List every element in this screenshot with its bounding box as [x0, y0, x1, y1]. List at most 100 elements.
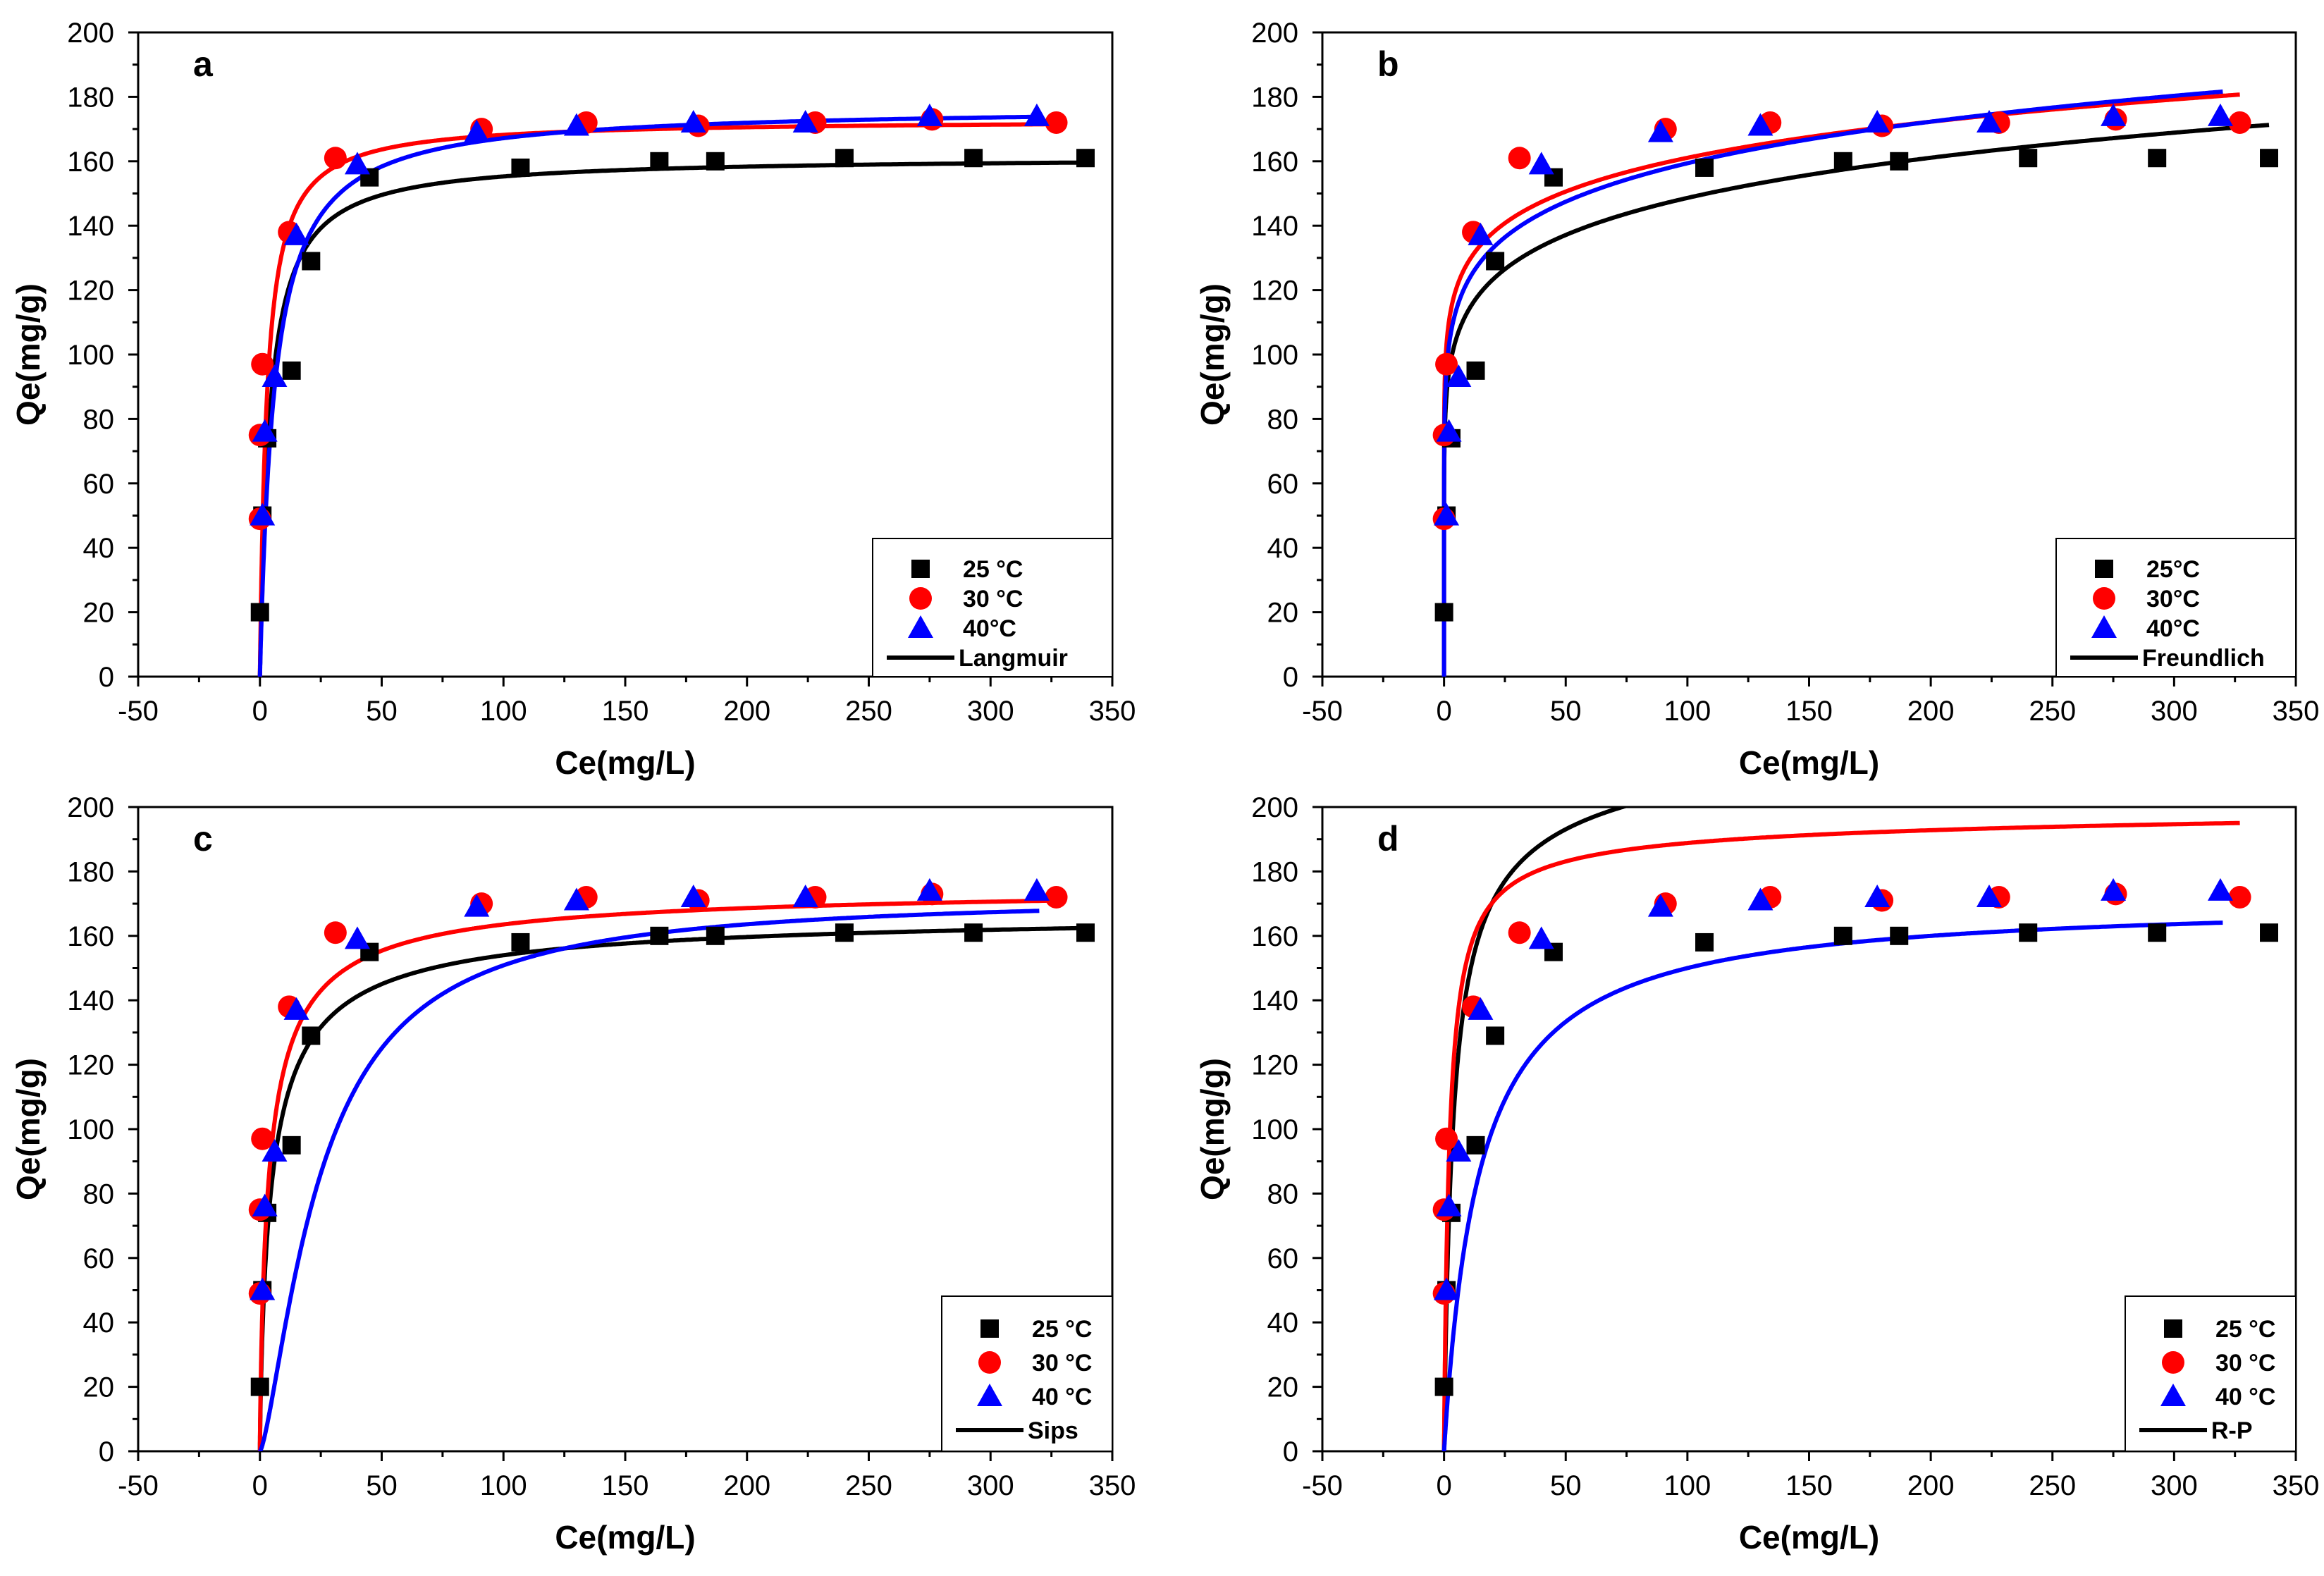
- data-point: [282, 361, 301, 380]
- data-point: [1045, 885, 1068, 909]
- data-point: [464, 894, 490, 917]
- fit-curve-1: [1441, 820, 2240, 1451]
- data-point: [1466, 1135, 1485, 1155]
- series-2: [250, 103, 1050, 526]
- data-point: [1468, 997, 1494, 1020]
- legend-label-3: R-P: [2211, 1417, 2253, 1444]
- data-point: [511, 158, 530, 177]
- data-point: [2101, 103, 2127, 126]
- x-tick-label: 50: [366, 1470, 398, 1501]
- y-tick-label: 120: [67, 1050, 114, 1081]
- x-tick-label: 150: [602, 1470, 649, 1501]
- y-tick-label: 180: [1251, 856, 1298, 887]
- y-tick-label: 40: [1267, 1307, 1299, 1338]
- x-tick-label: 250: [2029, 696, 2076, 727]
- data-point: [1045, 111, 1068, 134]
- y-tick-label: 200: [1251, 792, 1298, 823]
- data-point: [1076, 923, 1095, 942]
- legend-label-0: 25°C: [2146, 556, 2200, 583]
- y-tick-label: 100: [1251, 1114, 1298, 1145]
- y-tick-label: 60: [83, 469, 115, 500]
- data-point: [2019, 923, 2038, 942]
- data-point: [2260, 923, 2279, 942]
- y-axis-label: Qe(mg/g): [1194, 1058, 1231, 1200]
- data-point: [1466, 361, 1485, 380]
- y-tick-label: 80: [83, 1178, 115, 1209]
- data-point: [1486, 1026, 1505, 1045]
- data-point: [964, 923, 983, 942]
- x-tick-label: 350: [2273, 1470, 2320, 1501]
- legend-marker-1: [2093, 587, 2115, 610]
- legend-label-3: Freundlich: [2142, 645, 2265, 672]
- fit-curves: [1441, 807, 2240, 1451]
- data-point: [2228, 111, 2251, 134]
- x-tick-label: 0: [252, 696, 268, 727]
- data-point: [835, 149, 854, 168]
- x-tick-label: 250: [2029, 1470, 2076, 1501]
- data-point: [1434, 503, 1460, 526]
- series-0: [250, 149, 1095, 622]
- legend-label-2: 40°C: [963, 615, 1016, 642]
- y-tick-label: 100: [67, 340, 114, 371]
- data-point: [1023, 878, 1050, 901]
- data-point: [706, 152, 725, 171]
- data-point: [680, 109, 706, 133]
- series-2: [1434, 103, 2233, 526]
- y-tick-label: 0: [99, 662, 114, 693]
- x-tick-label: 0: [1437, 1470, 1452, 1501]
- chart-panel-a: -50 0 50 100 150 200 250 300 3500204060801001201…: [10, 18, 1136, 781]
- x-tick-label: 250: [845, 1470, 892, 1501]
- x-tick-label: 150: [602, 696, 649, 727]
- x-tick-label: 200: [1907, 1470, 1955, 1501]
- legend-label-0: 25 °C: [963, 556, 1023, 583]
- data-point: [1528, 926, 1554, 949]
- x-tick-label: 350: [1089, 1470, 1136, 1501]
- data-point: [650, 926, 669, 945]
- y-tick-label: 140: [1251, 211, 1298, 242]
- data-point: [1436, 419, 1462, 442]
- fit-curve-0: [257, 925, 1086, 1451]
- data-point: [324, 921, 347, 944]
- data-point: [302, 252, 321, 271]
- legend-label-3: Langmuir: [959, 645, 1068, 672]
- y-axis-label: Qe(mg/g): [10, 283, 47, 426]
- data-point: [1890, 152, 1909, 171]
- data-point: [2260, 149, 2279, 168]
- data-point: [1486, 252, 1505, 271]
- x-tick-label: -50: [1302, 696, 1343, 727]
- data-point: [1435, 1127, 1458, 1150]
- data-point: [1695, 158, 1714, 177]
- data-point: [792, 884, 818, 907]
- x-tick-label: 350: [2273, 696, 2320, 727]
- legend: 25°C 30°C 40°C Freundlich: [2055, 538, 2297, 677]
- y-tick-label: 100: [1251, 340, 1298, 371]
- x-tick-label: -50: [1302, 1470, 1343, 1501]
- y-tick-label: 200: [67, 18, 114, 49]
- data-point: [916, 103, 942, 126]
- y-tick-label: 120: [67, 276, 114, 307]
- y-tick-label: 120: [1251, 276, 1298, 307]
- data-point: [1446, 364, 1472, 387]
- series-2: [1434, 878, 2233, 1300]
- data-point: [344, 152, 370, 175]
- data-point: [2101, 878, 2127, 901]
- legend-label-2: 40 °C: [1032, 1384, 1092, 1410]
- fit-curve-2: [257, 909, 1040, 1451]
- data-point: [2207, 878, 2233, 901]
- chart-panel-c: -50 0 50 100 150 200 250 300 3500204060801001201…: [10, 792, 1136, 1556]
- y-tick-label: 60: [1267, 1243, 1299, 1274]
- y-tick-label: 20: [1267, 598, 1299, 629]
- data-point: [302, 1026, 321, 1045]
- x-tick-label: 50: [366, 696, 398, 727]
- x-tick-label: 100: [1664, 696, 1711, 727]
- data-point: [250, 1377, 269, 1396]
- legend-marker-2: [908, 615, 933, 638]
- legend-marker-0: [2164, 1319, 2182, 1338]
- legend-label-0: 25 °C: [2215, 1316, 2275, 1343]
- y-tick-label: 0: [1283, 662, 1298, 693]
- data-point: [1976, 884, 2002, 907]
- y-tick-label: 140: [67, 985, 114, 1016]
- x-tick-label: 100: [480, 696, 527, 727]
- data-point: [916, 878, 942, 901]
- data-point: [1864, 109, 1890, 133]
